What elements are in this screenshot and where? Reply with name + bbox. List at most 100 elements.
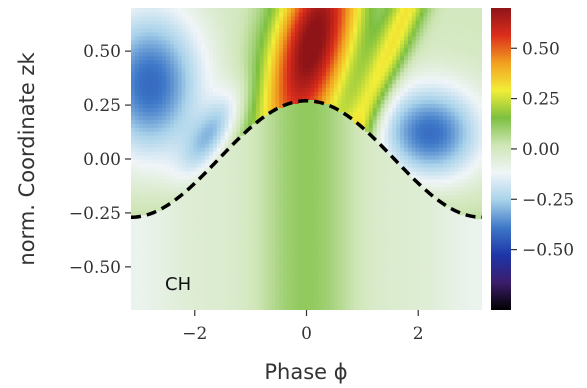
heatmap-cell <box>162 290 167 295</box>
heatmap-cell <box>333 302 339 307</box>
heatmap-cell <box>220 298 226 303</box>
heatmap-cell <box>275 43 280 49</box>
heatmap-cell <box>154 15 159 21</box>
heatmap-cell <box>306 234 311 240</box>
heatmap-cell <box>162 246 167 251</box>
heatmap-cell <box>209 282 214 287</box>
heatmap-cell <box>279 159 284 164</box>
heatmap-cell <box>177 111 183 116</box>
heatmap-cell <box>376 71 382 77</box>
heatmap-cell <box>177 19 183 25</box>
heatmap-cell <box>263 290 269 295</box>
heatmap-cell <box>154 270 159 275</box>
heatmap-cell <box>216 230 222 236</box>
heatmap-cell <box>259 43 265 49</box>
heatmap-cell <box>232 11 237 17</box>
heatmap-cell <box>216 139 222 144</box>
heatmap-cell <box>248 290 253 295</box>
heatmap-cell <box>216 198 222 204</box>
heatmap-cell <box>329 282 335 287</box>
heatmap-cell <box>322 159 327 164</box>
heatmap-cell <box>368 262 374 267</box>
heatmap-cell <box>177 8 183 13</box>
heatmap-cell <box>224 238 230 244</box>
heatmap-cell <box>173 155 179 160</box>
heatmap-cell <box>146 147 152 152</box>
heatmap-cell <box>341 31 347 37</box>
heatmap-cell <box>189 306 194 310</box>
heatmap-cell <box>189 298 194 303</box>
heatmap-cell <box>131 250 136 255</box>
heatmap-cell <box>185 162 191 168</box>
heatmap-cell <box>181 143 187 148</box>
heatmap-cell <box>267 302 272 307</box>
heatmap-cell <box>345 75 350 81</box>
heatmap-cell <box>349 306 354 310</box>
heatmap-cell <box>333 206 339 212</box>
heatmap-cell <box>294 35 300 41</box>
heatmap-cell <box>287 135 292 140</box>
heatmap-cell <box>310 87 315 93</box>
heatmap-cell <box>368 159 374 164</box>
heatmap-cell <box>244 222 249 228</box>
heatmap-cell <box>333 131 339 136</box>
heatmap-cell <box>384 294 389 299</box>
heatmap-cell <box>279 186 284 192</box>
heatmap-cell <box>244 143 249 148</box>
heatmap-cell <box>158 15 163 21</box>
heatmap-cell <box>131 234 136 240</box>
heatmap-cell <box>329 91 335 97</box>
heatmap-cell <box>189 198 194 204</box>
heatmap-cell <box>173 182 179 188</box>
heatmap-cell <box>150 298 155 303</box>
heatmap-cell <box>275 47 280 53</box>
heatmap-cell <box>185 290 191 295</box>
heatmap-cell <box>173 230 179 236</box>
heatmap-cell <box>201 286 206 291</box>
heatmap-cell <box>209 242 214 248</box>
heatmap-cell <box>294 15 300 21</box>
heatmap-cell <box>376 83 382 89</box>
heatmap-cell <box>353 39 358 45</box>
heatmap-cell <box>287 282 292 287</box>
heatmap-cell <box>170 238 175 244</box>
heatmap-cell <box>329 242 335 248</box>
heatmap-cell <box>275 143 280 148</box>
heatmap-cell <box>212 174 218 180</box>
heatmap-cell <box>314 27 319 33</box>
heatmap-cell <box>271 143 276 148</box>
heatmap-cell <box>333 234 339 240</box>
heatmap-cell <box>267 194 272 200</box>
heatmap-cell <box>162 135 167 140</box>
heatmap-cell <box>290 139 296 144</box>
heatmap-cell <box>337 95 343 100</box>
heatmap-cell <box>240 159 245 164</box>
heatmap-cell <box>290 83 296 89</box>
heatmap-cell <box>209 135 214 140</box>
heatmap-cell <box>290 99 296 104</box>
heatmap-cell <box>240 202 245 208</box>
heatmap-cell <box>193 143 198 148</box>
heatmap-cell <box>170 250 175 255</box>
heatmap-cell <box>146 242 152 248</box>
heatmap-cell <box>259 127 265 132</box>
heatmap-cell <box>376 11 382 17</box>
heatmap-cell <box>368 127 374 132</box>
heatmap-cell <box>224 198 230 204</box>
heatmap-cell <box>361 242 366 248</box>
heatmap-cell <box>275 182 280 188</box>
heatmap-cell <box>368 67 374 73</box>
heatmap-cell <box>290 63 296 69</box>
heatmap-cell <box>384 170 389 176</box>
heatmap-cell <box>329 8 335 13</box>
heatmap-cell <box>306 290 311 295</box>
heatmap-cell <box>287 182 292 188</box>
heatmap-cell <box>345 198 350 204</box>
heatmap-cell <box>279 103 284 108</box>
heatmap-cell <box>365 35 370 41</box>
heatmap-cell <box>205 115 210 120</box>
heatmap-cell <box>224 99 230 104</box>
heatmap-cell <box>341 11 347 17</box>
heatmap-cell <box>193 107 198 112</box>
heatmap-cell <box>185 8 191 13</box>
